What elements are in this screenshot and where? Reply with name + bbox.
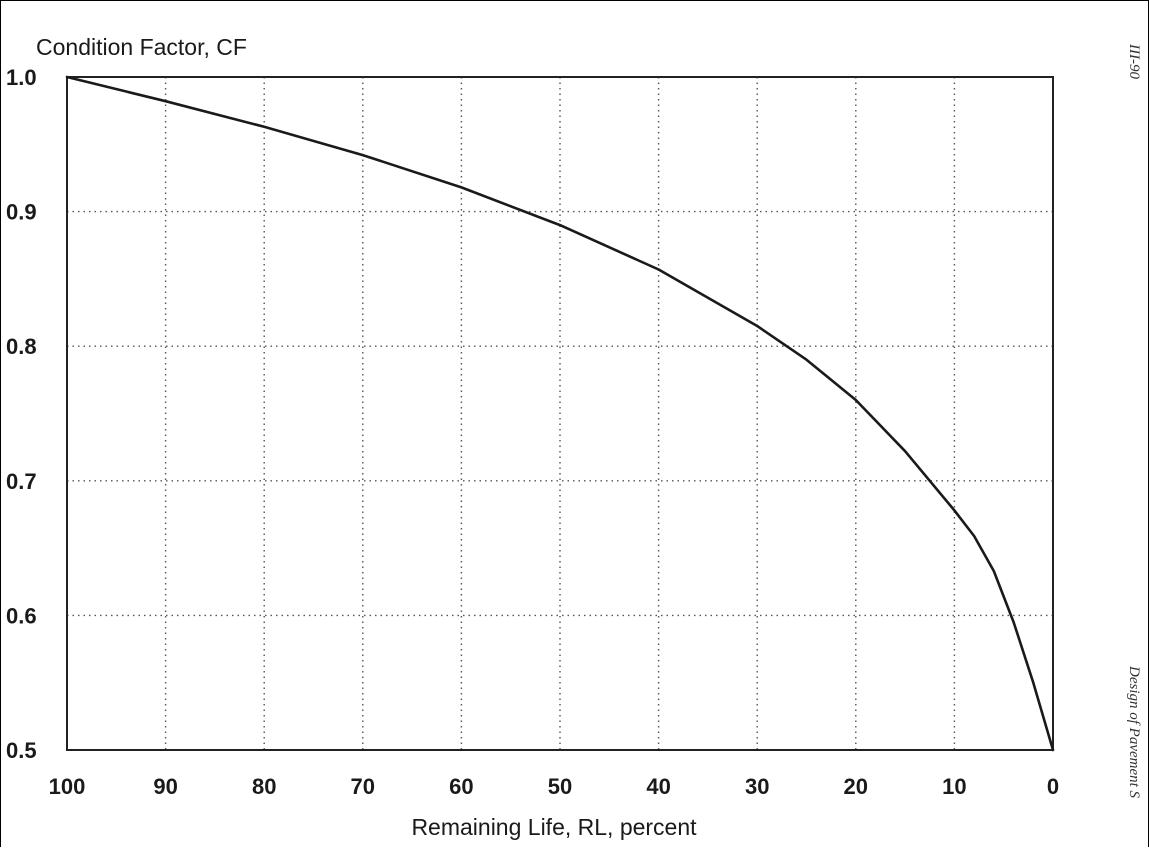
y-axis-title: Condition Factor, CF bbox=[36, 34, 247, 60]
series-layer bbox=[65, 75, 1055, 752]
y-tick-label: 0.8 bbox=[6, 334, 37, 359]
x-tick-label: 100 bbox=[49, 774, 86, 799]
x-axis-title: Remaining Life, RL, percent bbox=[411, 814, 697, 840]
x-tick-label: 40 bbox=[646, 774, 670, 799]
plot-area bbox=[66, 76, 1054, 751]
series-line bbox=[65, 75, 1055, 752]
y-tick-label: 0.9 bbox=[6, 200, 37, 225]
y-tick-label: 0.5 bbox=[6, 738, 37, 763]
y-tick-label: 1.0 bbox=[6, 65, 37, 90]
x-tick-label: 10 bbox=[942, 774, 966, 799]
x-tick-label: 60 bbox=[449, 774, 473, 799]
x-tick-label: 50 bbox=[548, 774, 572, 799]
y-tick-labels: 0.5 0.6 0.7 0.8 0.9 1.0 bbox=[6, 65, 37, 763]
side-book-title: Design of Pavement S bbox=[1126, 666, 1142, 799]
plot-frame bbox=[66, 76, 1054, 751]
x-tick-label: 70 bbox=[351, 774, 375, 799]
y-tick-label: 0.7 bbox=[6, 469, 37, 494]
y-tick-label: 0.6 bbox=[6, 603, 37, 628]
x-tick-labels: 100 90 80 70 60 50 40 30 20 10 0 bbox=[49, 774, 1059, 799]
grid-layer bbox=[67, 77, 1053, 750]
x-tick-label: 90 bbox=[153, 774, 177, 799]
page-number: III-90 bbox=[1126, 44, 1142, 79]
x-tick-label: 30 bbox=[745, 774, 769, 799]
x-tick-label: 0 bbox=[1047, 774, 1059, 799]
x-tick-label: 20 bbox=[844, 774, 868, 799]
x-tick-label: 80 bbox=[252, 774, 276, 799]
